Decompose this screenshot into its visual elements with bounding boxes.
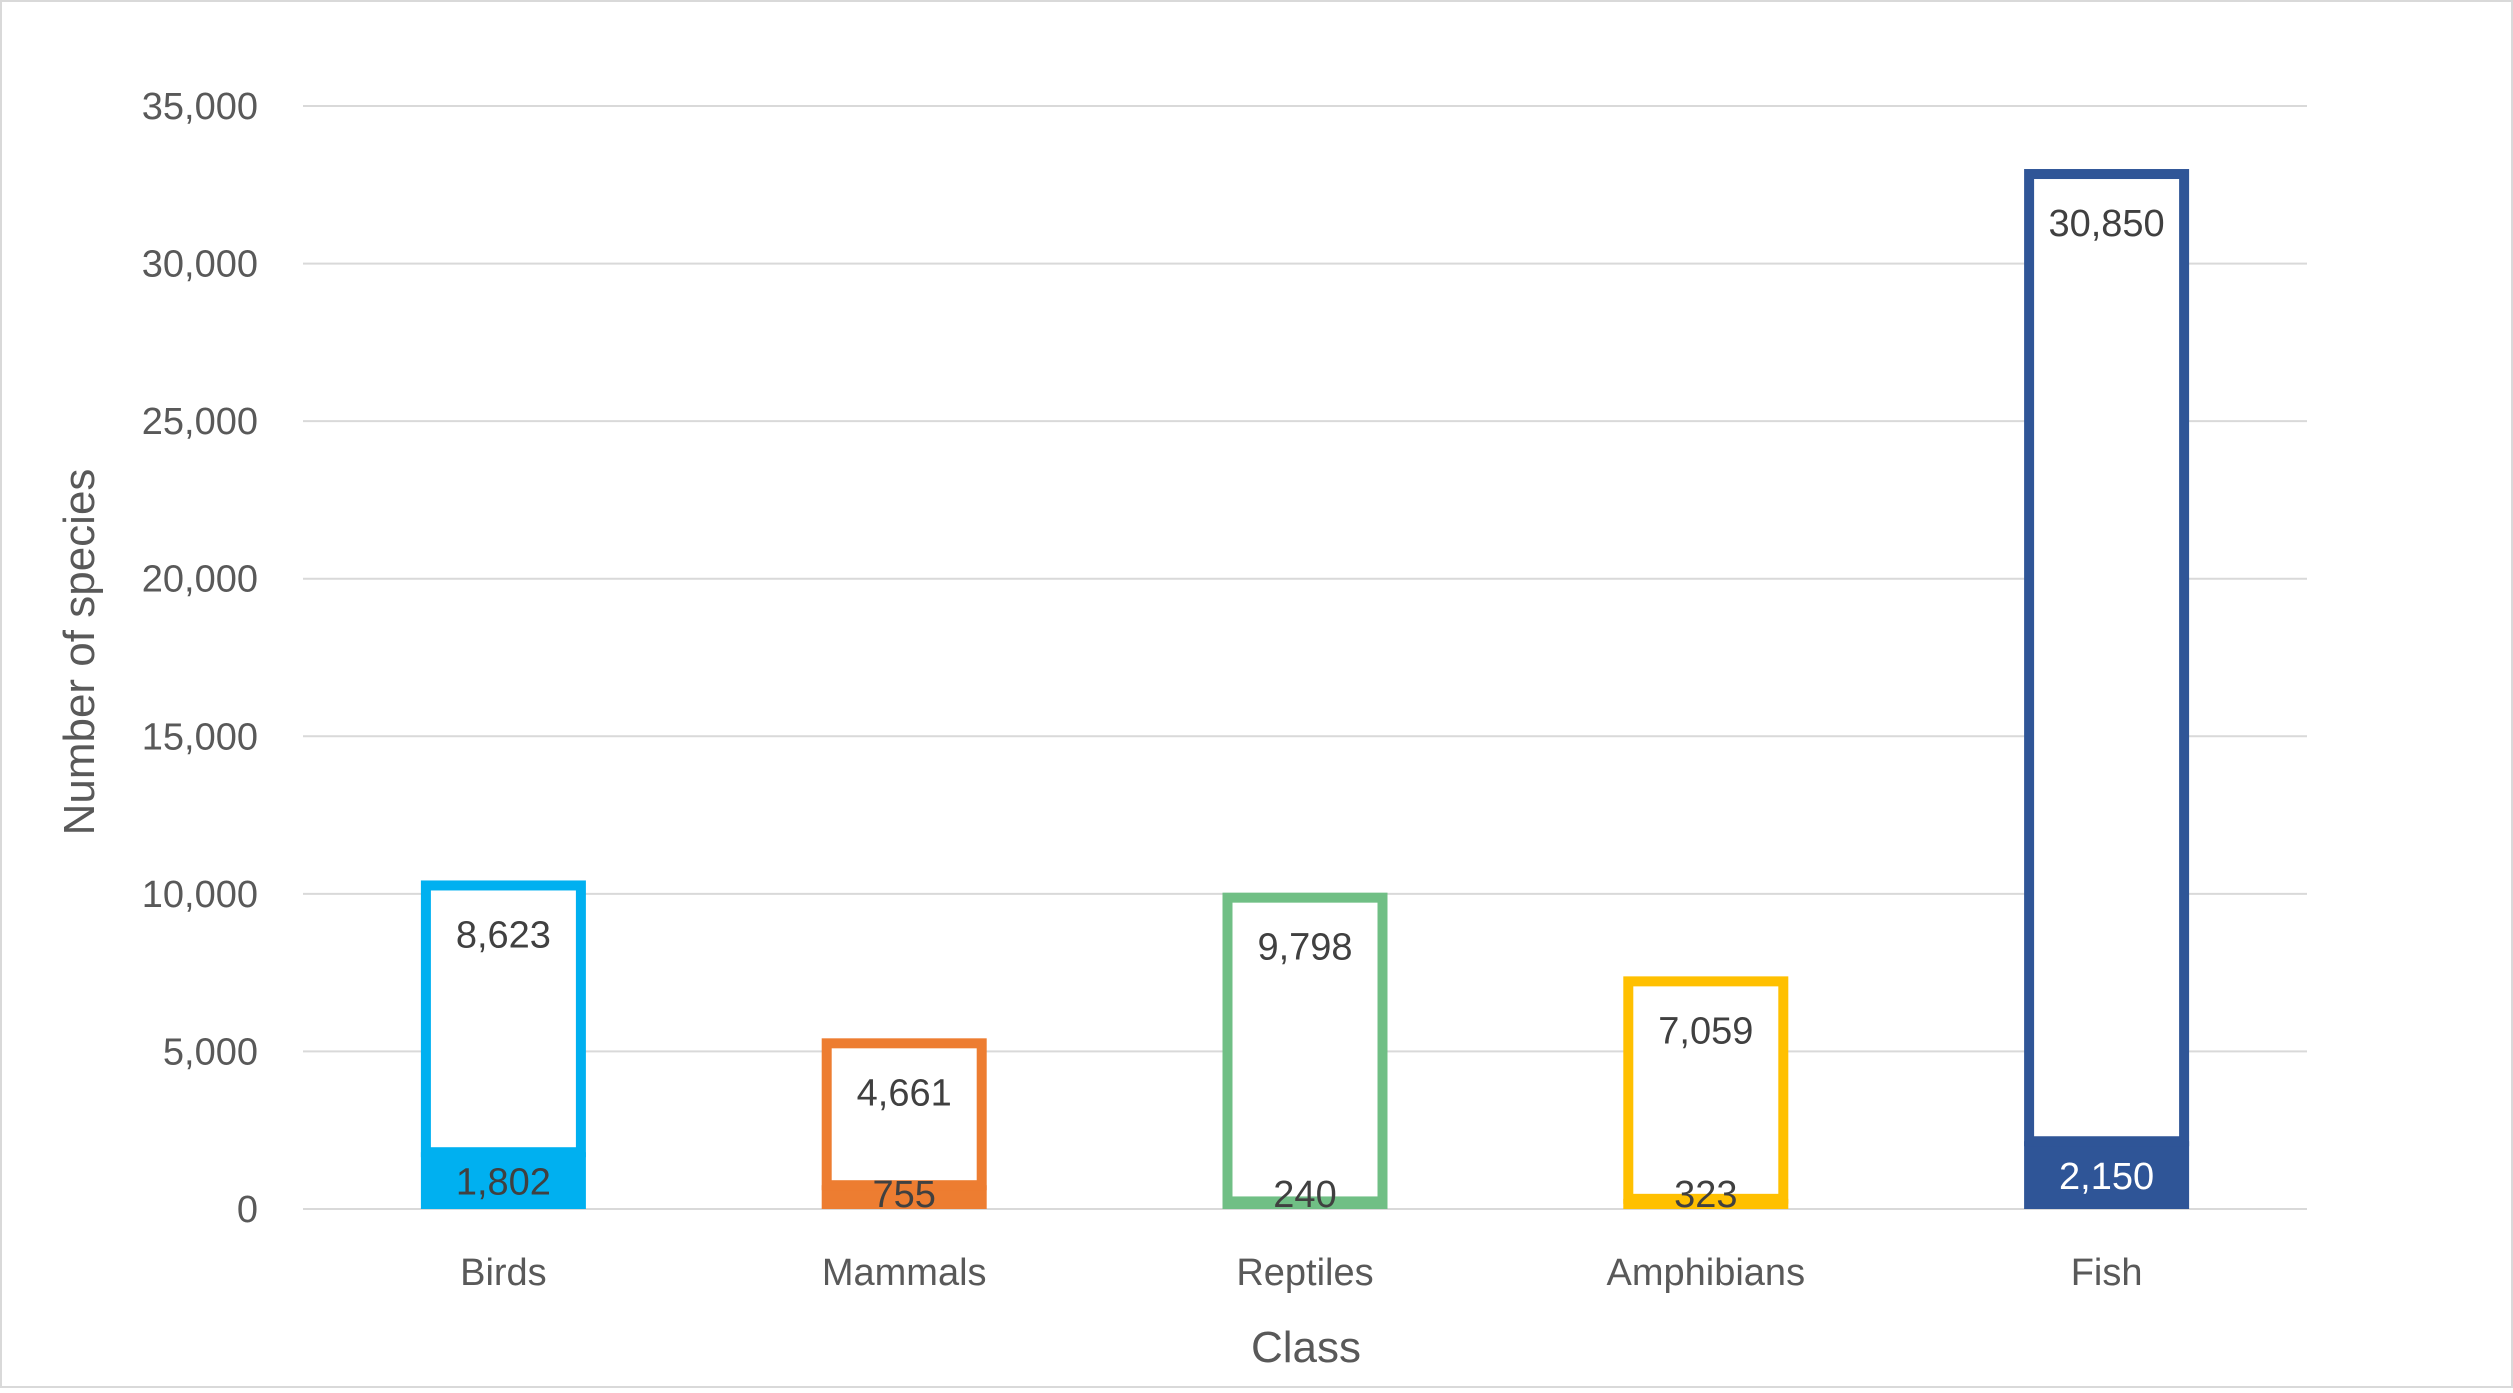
bar-amphibians-filled xyxy=(1623,1198,1789,1209)
y-tick-label: 10,000 xyxy=(142,874,258,916)
y-tick-label: 25,000 xyxy=(142,401,258,443)
bar-amphibians-outlined xyxy=(1623,976,1789,1204)
data-label-fish-outlined: 30,850 xyxy=(2048,203,2164,245)
data-label-amphibians-filled: 323 xyxy=(1674,1174,1737,1216)
bar-reptiles-outlined xyxy=(1222,892,1388,1207)
x-tick-label-reptiles: Reptiles xyxy=(1236,1252,1373,1294)
data-labels: 1,802 8,623 755 4,661 240 9,798 323 7,059 2,150 3… xyxy=(456,203,2165,1216)
x-tick-label-amphibians: Amphibians xyxy=(1607,1252,1806,1294)
data-label-mammals-filled: 755 xyxy=(872,1174,935,1216)
x-tick-label-mammals: Mammals xyxy=(822,1252,987,1294)
data-label-birds-outlined: 8,623 xyxy=(456,914,551,956)
bar-mammals-filled xyxy=(821,1185,987,1209)
data-label-mammals-outlined: 4,661 xyxy=(857,1072,952,1114)
y-tick-label: 15,000 xyxy=(142,716,258,758)
bar-fish-outlined xyxy=(2024,169,2190,1147)
x-axis-tick-labels: Birds Mammals Reptiles Amphibians Fish xyxy=(460,1252,2142,1294)
y-tick-label: 0 xyxy=(237,1189,258,1231)
bar-mammals-outlined xyxy=(821,1038,987,1191)
x-tick-label-fish: Fish xyxy=(2071,1252,2143,1294)
y-tick-label: 30,000 xyxy=(142,244,258,286)
data-label-reptiles-outlined: 9,798 xyxy=(1257,927,1352,969)
y-tick-label: 5,000 xyxy=(163,1031,258,1073)
bars xyxy=(420,169,2190,1209)
y-axis-title: Number of species xyxy=(55,469,104,836)
y-tick-label: 20,000 xyxy=(142,559,258,601)
y-axis-tick-labels: 0 5,000 10,000 15,000 20,000 25,000 30,000 35,0… xyxy=(142,86,258,1231)
data-label-reptiles-filled: 240 xyxy=(1273,1174,1336,1216)
data-label-birds-filled: 1,802 xyxy=(456,1162,551,1204)
data-label-fish-filled: 2,150 xyxy=(2059,1156,2154,1198)
data-label-amphibians-outlined: 7,059 xyxy=(1658,1010,1753,1052)
bar-birds-outlined xyxy=(420,880,586,1158)
y-tick-label: 35,000 xyxy=(142,86,258,128)
x-tick-label-birds: Birds xyxy=(460,1252,547,1294)
x-axis-title: Class xyxy=(1251,1323,1361,1372)
bar-birds-filled xyxy=(420,1152,586,1209)
bar-fish-filled xyxy=(2024,1141,2190,1209)
